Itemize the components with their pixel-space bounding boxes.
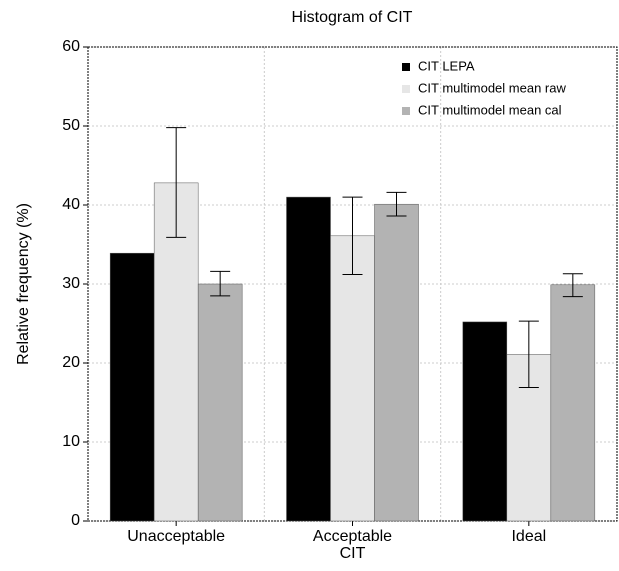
error-bar	[342, 196, 363, 276]
error-bar	[210, 270, 231, 297]
legend-label: CIT LEPA	[418, 58, 475, 73]
x-tick-label: Ideal	[511, 528, 547, 545]
bar	[286, 196, 331, 522]
y-tick-label: 60	[62, 38, 80, 55]
y-tick-label: 10	[62, 433, 80, 450]
y-axis-label: Relative frequency (%)	[15, 203, 32, 365]
error-bar	[166, 127, 187, 238]
chart-title: Histogram of CIT	[292, 9, 413, 26]
error-bar	[518, 320, 539, 388]
y-tick-label: 20	[62, 354, 80, 371]
bar	[197, 283, 243, 522]
legend-swatch	[402, 85, 410, 93]
error-bar	[562, 273, 583, 298]
legend-label: CIT multimodel mean cal	[418, 102, 562, 117]
x-tick-label: Unacceptable	[127, 528, 226, 545]
bar	[330, 235, 375, 522]
bar	[109, 252, 155, 522]
legend-label: CIT multimodel mean raw	[418, 80, 566, 95]
legend-swatch	[402, 107, 410, 115]
error-bar	[386, 191, 407, 217]
bar	[153, 182, 199, 522]
bar	[550, 284, 596, 522]
x-tick-label: Acceptable CIT	[312, 528, 393, 562]
y-tick-label: 30	[62, 275, 80, 292]
legend-swatch	[402, 63, 410, 71]
y-tick-label: 50	[62, 117, 80, 134]
bar	[462, 321, 508, 522]
y-tick-label: 0	[71, 512, 80, 529]
y-tick-label: 40	[62, 196, 80, 213]
bar	[374, 203, 419, 522]
